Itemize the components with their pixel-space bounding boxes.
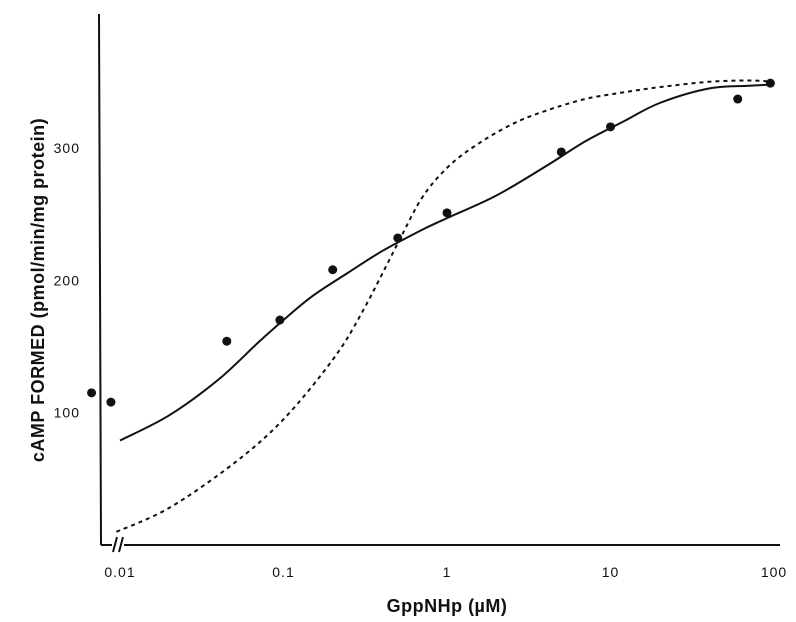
x-tick-labels: 0.01 0.1 1 10 100: [104, 564, 787, 580]
x-tick-label-1: 0.1: [272, 564, 294, 580]
axis-break-mark-1: [112, 536, 118, 553]
y-axis-line: [98, 13, 102, 546]
data-point-3: [275, 315, 285, 325]
y-tick-labels: 100 200 300: [54, 140, 80, 421]
y-tick-label-0: 100: [54, 405, 80, 421]
axis-break-mark-2: [118, 536, 124, 553]
data-point-8: [606, 122, 615, 132]
data-point-1: [106, 397, 116, 407]
data-point-4: [328, 265, 338, 275]
y-tick-label-2: 300: [54, 140, 80, 156]
axes: [98, 13, 780, 553]
data-point-0: [87, 388, 97, 398]
data-point-10: [765, 78, 775, 88]
x-tick-label-2: 1: [443, 564, 452, 580]
dashed-curve: [115, 79, 775, 533]
data-points: [87, 78, 775, 407]
x-tick-label-4: 100: [761, 564, 787, 580]
y-axis-title: cAMP FORMED (pmol/min/mg protein): [28, 118, 48, 462]
data-point-6: [442, 208, 452, 218]
data-point-7: [556, 147, 566, 157]
x-axis-title: GppNHp (µM): [387, 596, 508, 616]
data-point-9: [733, 94, 743, 104]
x-tick-label-0: 0.01: [104, 564, 135, 580]
data-point-2: [222, 336, 232, 346]
data-point-5: [393, 233, 403, 243]
y-tick-label-1: 200: [54, 272, 80, 288]
curves: [115, 79, 775, 533]
x-tick-label-3: 10: [602, 564, 620, 580]
solid-curve: [119, 83, 775, 442]
